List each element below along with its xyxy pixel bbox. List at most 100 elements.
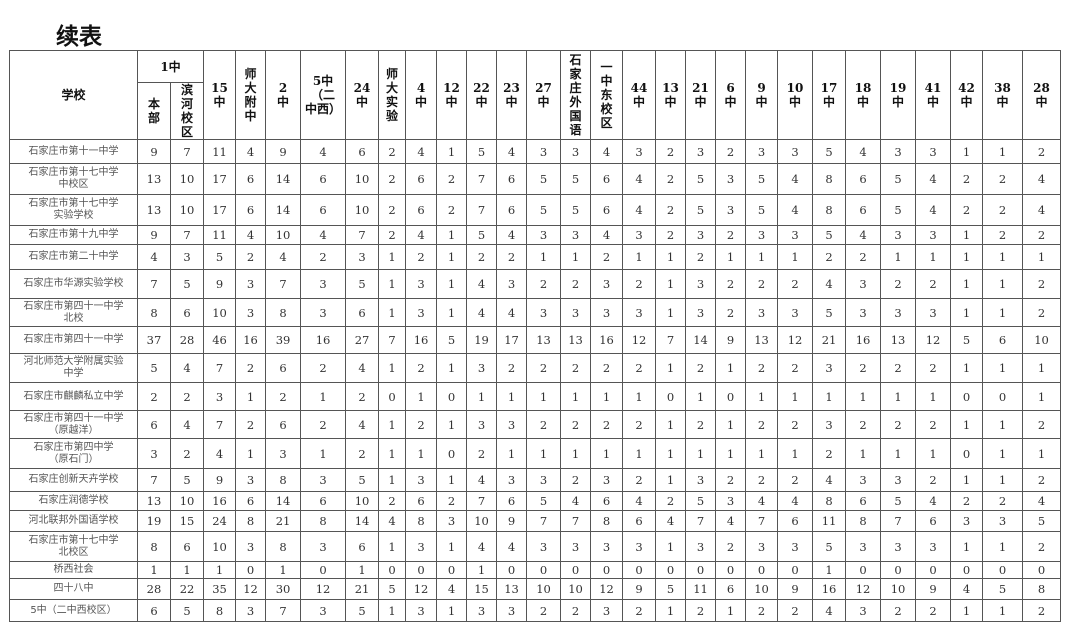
quota-cell: 3 [496, 599, 528, 622]
quota-cell: 2 [1022, 531, 1062, 562]
quota-cell: 3 [777, 531, 814, 562]
quota-cell: 3 [137, 438, 171, 469]
quota-cell: 1 [950, 298, 984, 327]
quota-cell: 1 [496, 438, 528, 469]
quota-cell: 12 [590, 578, 624, 600]
quota-cell: 2 [685, 244, 717, 270]
quota-cell: 4 [1022, 194, 1062, 226]
column-header: 滨 河 校 区 [169, 82, 205, 140]
school-name: 石家庄市第四十一中学 （原越洋） [9, 410, 138, 439]
quota-cell: 1 [655, 244, 687, 270]
quota-cell: 3 [880, 531, 917, 562]
column-header: 师 大 实 验 [378, 50, 407, 140]
quota-cell: 0 [915, 561, 952, 579]
quota-cell: 0 [590, 561, 624, 579]
quota-cell: 27 [345, 326, 380, 354]
quota-cell: 1 [622, 382, 657, 411]
school-name: 石家庄创新天卉学校 [9, 468, 138, 492]
quota-cell: 8 [265, 298, 302, 327]
quota-cell: 3 [685, 468, 717, 492]
quota-cell: 2 [655, 163, 687, 195]
quota-cell: 0 [655, 561, 687, 579]
quota-cell: 7 [169, 139, 205, 164]
quota-cell: 2 [378, 194, 407, 226]
quota-cell: 6 [345, 298, 380, 327]
column-header: 28 中 [1022, 50, 1062, 140]
quota-cell: 9 [915, 578, 952, 600]
quota-cell: 1 [982, 438, 1024, 469]
quota-cell: 2 [590, 353, 624, 383]
quota-cell: 2 [622, 353, 657, 383]
quota-cell: 6 [622, 510, 657, 532]
quota-cell: 3 [235, 468, 267, 492]
quota-cell: 1 [560, 438, 592, 469]
quota-cell: 7 [137, 468, 171, 492]
quota-cell: 3 [915, 531, 952, 562]
quota-cell: 12 [777, 326, 814, 354]
quota-cell: 2 [560, 269, 592, 299]
quota-cell: 1 [982, 353, 1024, 383]
quota-cell: 2 [405, 353, 438, 383]
quota-cell: 11 [203, 139, 237, 164]
quota-cell: 2 [845, 244, 882, 270]
column-header: 2 中 [265, 50, 302, 140]
quota-cell: 4 [496, 531, 528, 562]
quota-cell: 1 [436, 353, 468, 383]
column-header: 4 中 [405, 50, 438, 140]
quota-cell: 2 [655, 194, 687, 226]
quota-cell: 2 [715, 531, 747, 562]
quota-cell: 4 [496, 298, 528, 327]
quota-cell: 3 [915, 139, 952, 164]
quota-cell: 2 [655, 225, 687, 245]
column-header: 一 中 东 校 区 [590, 50, 624, 140]
quota-cell: 9 [265, 139, 302, 164]
quota-cell: 1 [655, 298, 687, 327]
school-name: 石家庄市第十七中学 实验学校 [9, 194, 138, 226]
quota-cell: 1 [590, 438, 624, 469]
quota-cell: 12 [235, 578, 267, 600]
quota-cell: 2 [378, 163, 407, 195]
quota-cell: 6 [405, 491, 438, 511]
school-name: 石家庄市第四十一中学 [9, 326, 138, 354]
quota-cell: 1 [655, 438, 687, 469]
quota-cell: 3 [845, 269, 882, 299]
column-header: 13 中 [655, 50, 687, 140]
quota-cell: 3 [560, 531, 592, 562]
quota-cell: 10 [203, 531, 237, 562]
quota-cell: 9 [622, 578, 657, 600]
table-row: 河北师范大学附属实验 中学 5 4 7 2 6 2 4 1 2 1 3 2 2 2 2 2 1 2 1 2 2 3 2 2 2 1 1… [9, 353, 1062, 383]
quota-cell: 2 [466, 438, 498, 469]
quota-cell: 0 [745, 561, 779, 579]
quota-cell: 3 [622, 531, 657, 562]
quota-cell: 4 [405, 225, 438, 245]
quota-cell: 5 [685, 194, 717, 226]
quota-cell: 6 [169, 298, 205, 327]
quota-cell: 4 [915, 194, 952, 226]
quota-cell: 1 [378, 599, 407, 622]
quota-cell: 10 [466, 510, 498, 532]
school-name: 5中（二中西校区） [9, 599, 138, 622]
quota-cell: 5 [745, 163, 779, 195]
quota-cell: 6 [345, 139, 380, 164]
quota-cell: 10 [265, 225, 302, 245]
quota-cell: 3 [590, 468, 624, 492]
quota-cell: 2 [845, 410, 882, 439]
quota-cell: 1 [777, 382, 814, 411]
quota-cell: 1 [405, 438, 438, 469]
quota-cell: 2 [590, 410, 624, 439]
quota-cell: 1 [950, 353, 984, 383]
quota-cell: 14 [265, 163, 302, 195]
quota-cell: 4 [265, 244, 302, 270]
quota-cell: 1 [950, 269, 984, 299]
quota-cell: 3 [436, 510, 468, 532]
quota-cell: 4 [436, 578, 468, 600]
quota-cell: 3 [685, 139, 717, 164]
quota-cell: 0 [950, 561, 984, 579]
quota-cell: 3 [590, 298, 624, 327]
quota-cell: 7 [685, 510, 717, 532]
quota-cell: 2 [265, 382, 302, 411]
quota-cell: 1 [496, 382, 528, 411]
quota-cell: 1 [590, 382, 624, 411]
table-row: 5中（二中西校区） 6 5 8 3 7 3 5 1 3 1 3 3 2 2 3 2 1 2 1 2 2 4 3 2 2 1 1 2 [9, 599, 1062, 622]
